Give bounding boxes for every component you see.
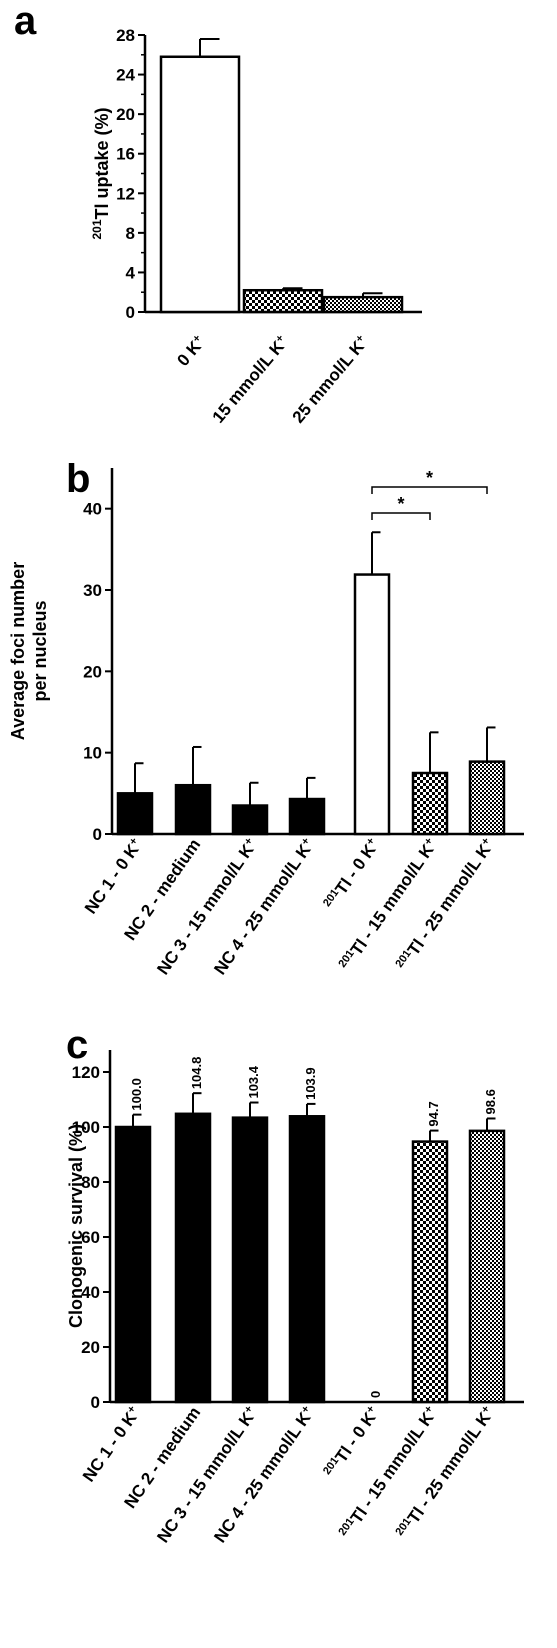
data-label: 103.9: [303, 1067, 318, 1100]
y-axis-title-text: Clonogenic survival (%): [66, 1124, 86, 1328]
bar: [159, 55, 241, 314]
label-text: NC 3 - 15 mmol/L K: [153, 840, 258, 978]
y-axis-title-line: per nucleus: [30, 600, 50, 701]
y-tick-label: 0: [93, 825, 102, 844]
y-axis-title: 201Tl uptake (%): [90, 107, 112, 239]
y-tick-label: 40: [83, 500, 102, 519]
data-label: 98.6: [483, 1089, 498, 1114]
label-text: NC 3 - 15 mmol/L K: [153, 1408, 258, 1546]
bar: [231, 1116, 269, 1404]
bar: [468, 760, 506, 836]
significance-label: *: [426, 468, 433, 488]
y-tick-label: 20: [81, 1338, 100, 1357]
category-label: NC 4 - 25 mmol/L K+: [210, 835, 318, 978]
y-axis-title-line: Average foci number: [8, 562, 28, 740]
significance-bracket: [371, 486, 488, 494]
category-label: NC 1 - 0 K+: [81, 835, 146, 917]
y-tick-label: 80: [81, 1173, 100, 1192]
y-axis-title-superscript: 201: [90, 219, 104, 239]
y-tick-label: 30: [83, 581, 102, 600]
y-axis-title-text: Tl uptake (%): [92, 107, 112, 219]
y-tick-label: 0: [91, 1393, 100, 1412]
bar: [322, 295, 404, 314]
data-label: 94.7: [426, 1101, 441, 1126]
label-text: NC 1 - 0 K: [79, 1408, 141, 1485]
bar: [411, 771, 449, 836]
bar: [288, 797, 326, 836]
chart-a: 0 4 8 12 16 20 24 28 201Tl uptake (%) 0 K+ 15 mmol…: [90, 26, 422, 427]
y-tick-label: 40: [81, 1283, 100, 1302]
category-label: NC 4 - 25 mmol/L K+: [210, 1403, 318, 1546]
category-label: 0 K+: [173, 332, 209, 369]
category-label: 201Tl - 25 mmol/L K+: [393, 835, 498, 974]
y-tick-label: 120: [72, 1063, 100, 1082]
label-text: 15 mmol/L K: [209, 337, 289, 427]
bar: [114, 1125, 152, 1404]
y-tick-label: 100: [72, 1118, 100, 1137]
label-text: NC 4 - 25 mmol/L K: [210, 1408, 315, 1546]
data-label: 104.8: [189, 1057, 204, 1090]
y-tick-label: 10: [83, 744, 102, 763]
y-tick-label: 16: [116, 145, 135, 164]
label-text: Tl - 0 K: [332, 1408, 380, 1466]
category-label: 201Tl - 0 K+: [321, 835, 383, 913]
category-label: NC 3 - 15 mmol/L K+: [153, 1403, 261, 1546]
chart-c: 0 20 40 60 80 100 120 Clonogenic survival (%) 10…: [66, 1050, 524, 1546]
y-tick-label: 60: [81, 1228, 100, 1247]
significance-label: *: [397, 494, 404, 514]
bar: [174, 783, 212, 836]
category-label: 201Tl - 25 mmol/L K+: [393, 1403, 498, 1542]
y-tick-label: 20: [116, 105, 135, 124]
panel-b-letter: b: [66, 457, 90, 501]
label-text: NC 4 - 25 mmol/L K: [210, 840, 315, 978]
bar: [468, 1129, 506, 1404]
category-label: NC 1 - 0 K+: [79, 1403, 144, 1485]
panel-c-letter: c: [66, 1023, 88, 1067]
data-label: 0: [368, 1391, 383, 1398]
y-tick-label: 12: [116, 184, 135, 203]
y-tick-label: 8: [126, 224, 135, 243]
data-label: 103.4: [246, 1065, 261, 1098]
y-tick-label: 20: [83, 662, 102, 681]
y-tick-label: 0: [126, 303, 135, 322]
label-text: 25 mmol/L K: [289, 337, 369, 427]
bar: [231, 804, 269, 836]
significance-bracket: [371, 512, 431, 520]
chart-b: 0 10 20 30 40 Average foci number per nucleus N…: [8, 468, 524, 978]
bar: [174, 1112, 212, 1404]
label-text: NC 1 - 0 K: [81, 840, 143, 917]
bar: [116, 792, 154, 836]
y-tick-label: 4: [126, 263, 136, 282]
data-label: 100.0: [129, 1078, 144, 1111]
bar: [288, 1115, 326, 1404]
category-label: 201Tl - 0 K+: [321, 1403, 383, 1481]
y-tick-label: 24: [116, 66, 135, 85]
bar: [411, 1140, 449, 1404]
bar: [242, 288, 324, 314]
panel-a-letter: a: [14, 0, 37, 43]
category-label: NC 3 - 15 mmol/L K+: [153, 835, 261, 978]
label-text: Tl - 0 K: [332, 840, 380, 898]
bar: [353, 573, 391, 836]
category-label: 25 mmol/L K+: [289, 332, 372, 426]
y-axis-title: Clonogenic survival (%): [66, 1124, 86, 1328]
category-label: 15 mmol/L K+: [209, 332, 292, 426]
y-tick-label: 28: [116, 26, 135, 45]
